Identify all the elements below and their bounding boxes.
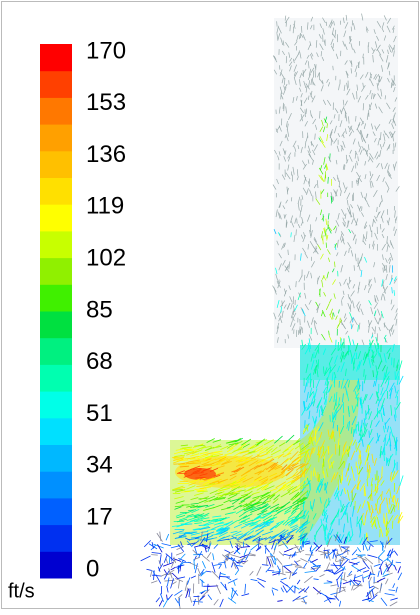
vector bbox=[318, 446, 319, 455]
vector bbox=[398, 503, 399, 510]
color-band bbox=[40, 338, 72, 365]
vector bbox=[190, 459, 200, 460]
vector bbox=[397, 396, 398, 405]
tick-label: 153 bbox=[86, 89, 126, 116]
color-band bbox=[40, 258, 72, 285]
color-band bbox=[40, 71, 72, 98]
unit-label: ft/s bbox=[8, 580, 35, 602]
tick-label: 85 bbox=[86, 296, 113, 323]
vector bbox=[185, 532, 196, 533]
color-band bbox=[40, 391, 72, 418]
tick-label: 136 bbox=[86, 141, 126, 168]
color-band bbox=[40, 551, 72, 578]
color-band bbox=[40, 231, 72, 258]
color-band bbox=[40, 97, 72, 124]
color-band bbox=[40, 498, 72, 525]
vector bbox=[351, 358, 352, 364]
color-band bbox=[40, 178, 72, 205]
color-band bbox=[40, 418, 72, 445]
tick-label: 119 bbox=[86, 193, 124, 220]
vector bbox=[324, 583, 332, 584]
color-band bbox=[40, 124, 72, 151]
tick-label: 34 bbox=[86, 452, 113, 479]
vector bbox=[375, 474, 376, 480]
vector bbox=[207, 586, 218, 587]
tick-label: 51 bbox=[86, 400, 113, 427]
vector bbox=[382, 467, 383, 477]
color-band bbox=[40, 151, 72, 178]
tick-label: 170 bbox=[86, 37, 126, 64]
tick-label: 17 bbox=[86, 504, 113, 531]
pipe-region bbox=[274, 18, 398, 348]
color-band bbox=[40, 44, 72, 71]
vector bbox=[151, 555, 158, 556]
vector bbox=[342, 470, 343, 481]
tick-label: 0 bbox=[86, 555, 99, 582]
tick-label: 68 bbox=[86, 348, 113, 375]
color-band bbox=[40, 311, 72, 338]
color-band bbox=[40, 471, 72, 498]
color-band bbox=[40, 525, 72, 552]
vector bbox=[198, 545, 208, 546]
color-band bbox=[40, 284, 72, 311]
vector bbox=[361, 399, 362, 408]
vector bbox=[369, 431, 370, 438]
tick-label: 102 bbox=[86, 245, 126, 272]
vector bbox=[281, 93, 282, 100]
color-band bbox=[40, 364, 72, 391]
color-band bbox=[40, 445, 72, 472]
color-band bbox=[40, 204, 72, 231]
vector bbox=[372, 484, 373, 492]
